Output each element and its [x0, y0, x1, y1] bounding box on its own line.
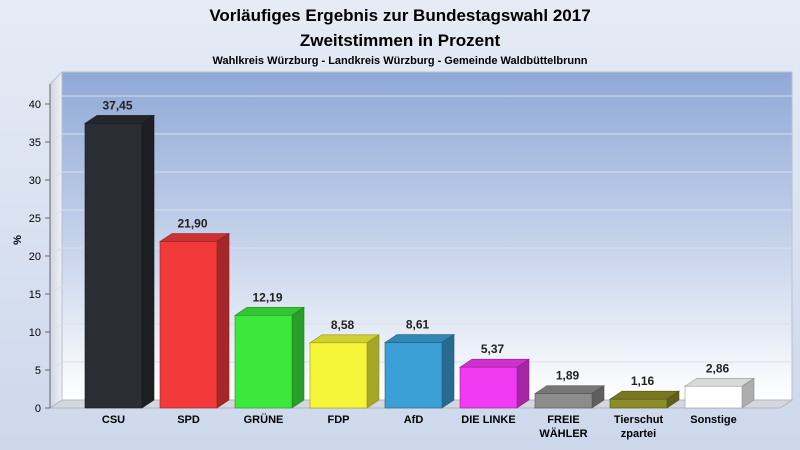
gridline-side	[49, 247, 63, 257]
chart-title: Vorläufiges Ergebnis zur Bundestagswahl …	[209, 6, 590, 25]
plot-side-wall	[49, 70, 63, 409]
x-tick-label: DIE LINKE	[461, 414, 515, 426]
bar-front	[534, 393, 593, 409]
y-tick-label: 25	[29, 213, 41, 225]
gridline-side	[49, 285, 63, 295]
gridline-side	[49, 133, 63, 143]
y-tick-label: 20	[29, 251, 41, 263]
y-tick-label: 0	[35, 403, 41, 415]
y-tick-label: 15	[29, 289, 41, 301]
x-tick-label: CSU	[102, 414, 125, 426]
y-axis: 0 5 10 15 20 25 30 35 40	[29, 84, 51, 415]
data-label: 2,86	[706, 361, 730, 375]
y-axis-label: %	[12, 235, 24, 245]
y-tick-label: 10	[29, 327, 41, 339]
bar-side	[441, 334, 455, 409]
x-tick-label: GRÜNE	[244, 413, 284, 426]
bar-front	[309, 342, 368, 409]
x-tick-label: AfD	[404, 414, 424, 426]
y-tick-label: 35	[29, 137, 41, 149]
data-label: 5,37	[481, 342, 505, 356]
y-tick-label: 40	[29, 99, 41, 111]
bar	[234, 306, 305, 409]
gridline-side	[49, 209, 63, 219]
bar	[309, 334, 380, 409]
bar-front	[384, 342, 443, 409]
bar-side	[141, 114, 155, 409]
data-label: 1,16	[631, 374, 655, 388]
bar-side	[291, 306, 305, 409]
x-tick-label: FDP	[328, 414, 350, 426]
bar-front	[234, 315, 293, 409]
x-tick-label: FREIE	[547, 414, 579, 426]
bar	[459, 358, 530, 409]
x-tick-label: WÄHLER	[539, 427, 587, 440]
bar-front	[459, 366, 518, 409]
bar-front	[684, 385, 743, 409]
chart-subtitle: Zweitstimmen in Prozent	[300, 31, 501, 50]
bar	[684, 377, 755, 409]
bars: 37,45 21,90 12,19 8,58 8,61 5,37 1,89 1,16 2,86	[84, 98, 755, 409]
data-label: 8,61	[406, 318, 430, 332]
data-label: 21,90	[177, 217, 207, 231]
gridline-side	[49, 361, 63, 371]
x-tick-label: Sonstige	[690, 414, 736, 426]
x-tick-label: zpartei	[621, 428, 656, 440]
bar	[384, 334, 455, 409]
data-label: 12,19	[252, 290, 282, 304]
bar	[84, 114, 155, 409]
y-tick-label: 30	[29, 175, 41, 187]
x-tick-label: SPD	[177, 414, 200, 426]
bar-side	[216, 232, 230, 409]
bar-front	[159, 241, 218, 409]
gridline-side	[49, 171, 63, 181]
bar-front	[84, 123, 143, 409]
data-label: 1,89	[556, 369, 580, 383]
gridline-side	[49, 323, 63, 333]
bar-side	[366, 334, 380, 409]
bar-front	[609, 398, 668, 409]
data-label: 8,58	[331, 318, 355, 332]
bar-side	[516, 358, 530, 409]
bar	[159, 232, 230, 409]
bar	[534, 385, 605, 409]
data-label: 37,45	[102, 98, 132, 112]
y-tick-label: 5	[35, 365, 41, 377]
gridline-side	[49, 95, 63, 105]
x-tick-label: Tierschut	[614, 414, 664, 426]
bar	[609, 390, 680, 409]
chart-caption: Wahlkreis Würzburg - Landkreis Würzburg …	[212, 55, 587, 67]
